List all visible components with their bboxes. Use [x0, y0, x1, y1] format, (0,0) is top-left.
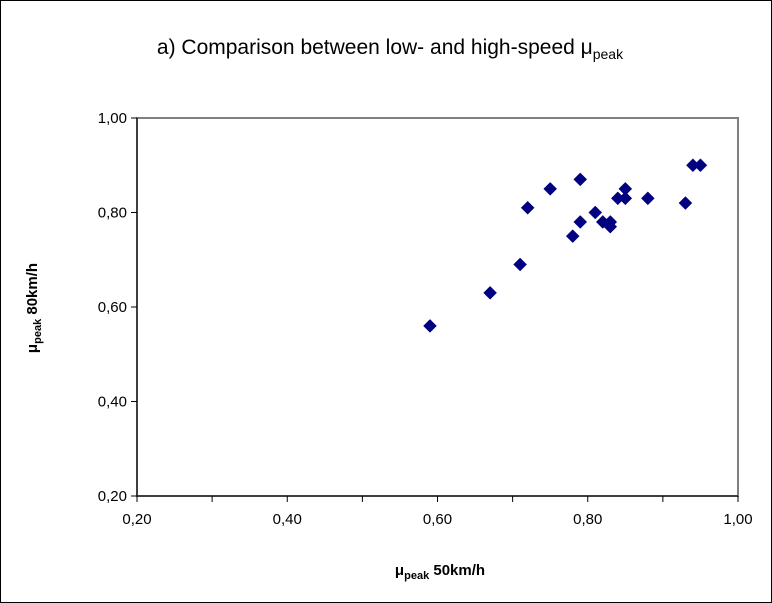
- y-axis-label-suffix: 80km/h: [24, 263, 41, 319]
- data-point: [678, 196, 693, 210]
- chart-title: a) Comparison between low- and high-spee…: [157, 36, 624, 62]
- data-point: [543, 182, 558, 196]
- data-point: [588, 205, 603, 220]
- data-point: [618, 191, 633, 206]
- x-tick-label: 0,40: [273, 511, 302, 528]
- data-point: [513, 257, 527, 272]
- data-point: [603, 215, 618, 229]
- data-points: [423, 158, 708, 333]
- x-tick-label: 0,60: [423, 511, 452, 528]
- data-point: [640, 191, 655, 206]
- data-point: [693, 158, 708, 173]
- y-tick-label: 0,20: [98, 488, 127, 505]
- x-tick-label: 0,80: [573, 511, 602, 528]
- data-point: [423, 319, 437, 333]
- axes: 0,20 0,40 0,60 0,80 1,00 0,20 0,40 0,60 0,80 1,00: [98, 110, 753, 528]
- plot-area: [136, 117, 739, 497]
- y-tick-label: 1,00: [98, 110, 127, 127]
- x-axis-label-suffix: 50km/h: [429, 562, 485, 579]
- data-point: [483, 285, 497, 300]
- data-point: [573, 172, 588, 187]
- y-axis-label: μpeak 80km/h: [24, 263, 44, 353]
- x-axis-label-symbol: μ: [395, 562, 404, 579]
- data-point: [520, 200, 535, 215]
- y-tick-label: 0,60: [98, 299, 127, 316]
- chart-title-subscript: peak: [593, 46, 624, 62]
- x-axis-label: μpeak 50km/h: [395, 562, 485, 582]
- x-axis-label-subscript: peak: [404, 570, 430, 582]
- y-axis-label-subscript: peak: [32, 318, 44, 344]
- y-tick-label: 0,40: [98, 394, 127, 411]
- chart-title-main: a) Comparison between low- and high-spee…: [157, 36, 593, 59]
- y-axis-label-symbol: μ: [24, 344, 41, 353]
- y-tick-label: 0,80: [98, 205, 127, 222]
- x-tick-label: 1,00: [723, 511, 752, 528]
- data-point: [573, 215, 588, 229]
- x-tick-label: 0,20: [122, 511, 151, 528]
- data-point: [565, 229, 580, 243]
